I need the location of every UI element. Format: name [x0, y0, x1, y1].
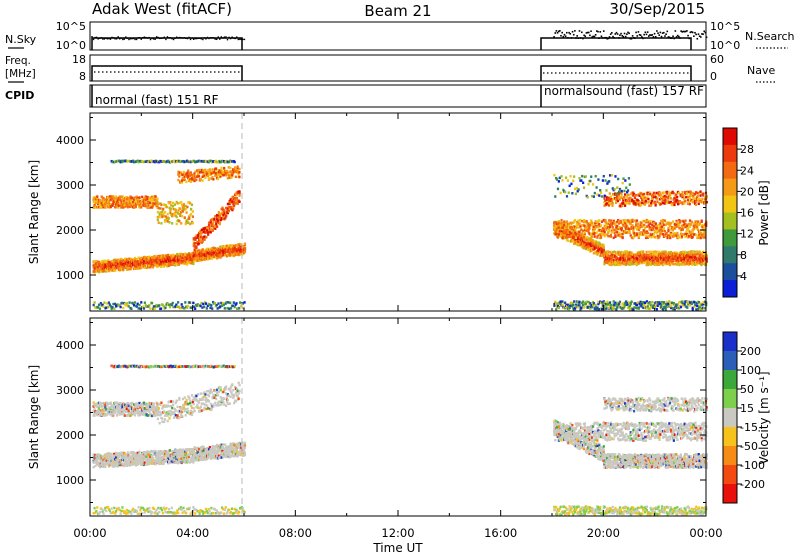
- x-tick-label: 08:00: [279, 526, 312, 540]
- power-axis: 1000 2000 3000 4000: [56, 113, 707, 311]
- nave-tick-top: 60: [710, 53, 724, 66]
- colorbar-tick-label: -100: [740, 459, 765, 472]
- colorbar-tick-label: 20: [740, 185, 754, 198]
- y-tick-label: 4000: [56, 339, 84, 352]
- nsearch-label: N.Search: [745, 30, 795, 43]
- colorbar-tick-label: 12: [740, 228, 754, 241]
- cpid-label: CPID: [5, 89, 34, 102]
- nave-label: Nave: [747, 64, 775, 77]
- colorbar-tick-label: -50: [740, 440, 758, 453]
- colorbar-tick-label: 28: [740, 143, 754, 156]
- velocity-ylabel: Slant Range [km]: [27, 365, 41, 469]
- nave-tick-bottom: 0: [710, 70, 717, 83]
- x-tick-label: 00:00: [689, 526, 722, 540]
- freq-tick-top: 18: [72, 53, 86, 66]
- cpid-strip: CPID normal (fast) 151 RF normalsound (f…: [5, 84, 707, 108]
- colorbar-tick-label: 50: [740, 383, 754, 396]
- colorbar-tick-label: 4: [740, 270, 747, 283]
- colorbar-tick-label: 24: [740, 164, 754, 177]
- colorbar-tick-label: 15: [740, 402, 754, 415]
- noise-tick-bottom-right: 10^0: [710, 39, 740, 52]
- x-tick-label: 12:00: [381, 526, 414, 540]
- colorbar-tick-label: -15: [740, 421, 758, 434]
- x-tick-label: 20:00: [587, 526, 620, 540]
- freq-strip: Freq. [MHz] 18 8 60 0 Nave: [5, 53, 776, 83]
- freq-unit-label: [MHz]: [5, 68, 36, 80]
- noise-strip: N.Sky 10^5 10^0 10^5 10^0 N.Search: [5, 20, 795, 52]
- noise-tick-top-left: 10^5: [56, 20, 86, 33]
- y-tick-label: 2000: [56, 429, 84, 442]
- x-tick-label: 16:00: [484, 526, 517, 540]
- colorbar-tick-label: 16: [740, 207, 754, 220]
- cpid-segment-2: normalsound (fast) 157 RF: [544, 84, 704, 98]
- nsky-label: N.Sky: [5, 33, 37, 46]
- power-ylabel: Slant Range [km]: [27, 160, 41, 264]
- velocity-colorbar-label: Velocity [m s⁻¹]: [757, 371, 771, 464]
- noise-tick-bottom-left: 10^0: [56, 39, 86, 52]
- velocity-colorbar: 200 100 50 15 -15 -50 -100 -200: [722, 331, 765, 504]
- colorbar-tick-label: 8: [740, 249, 747, 262]
- colorbar-tick-label: 100: [740, 364, 761, 377]
- power-colorbar-label: Power [dB]: [757, 180, 771, 245]
- colorbar-tick-label: 200: [740, 345, 761, 358]
- date-title: 30/Sep/2015: [609, 0, 705, 18]
- station-title: Adak West (fitACF): [92, 0, 232, 18]
- noise-search-dots: [91, 30, 708, 41]
- power-panel: 1000 2000 3000 4000 Slant Range [km]: [27, 112, 708, 312]
- beam-title: Beam 21: [364, 2, 431, 20]
- time-axis-label: Time UT: [372, 541, 423, 554]
- noise-tick-top-right: 10^5: [710, 20, 740, 33]
- y-tick-label: 2000: [56, 224, 84, 237]
- freq-tick-bottom: 8: [79, 70, 86, 83]
- y-tick-label: 1000: [56, 474, 84, 487]
- velocity-scatter: [92, 364, 708, 516]
- power-colorbar: 4 8 12 16 20 24 28: [722, 127, 754, 298]
- y-tick-label: 4000: [56, 134, 84, 147]
- y-tick-label: 3000: [56, 384, 84, 397]
- colorbar-tick-label: -200: [740, 478, 765, 491]
- cpid-segment-1: normal (fast) 151 RF: [95, 93, 219, 107]
- velocity-axis: 1000 2000 3000 4000: [56, 318, 707, 516]
- x-tick-label: 04:00: [176, 526, 209, 540]
- y-tick-label: 1000: [56, 269, 84, 282]
- power-scatter: [92, 159, 708, 311]
- velocity-panel: 1000 2000 3000 4000 Slant Range [km]: [27, 317, 708, 517]
- y-tick-label: 3000: [56, 179, 84, 192]
- freq-label: Freq.: [5, 55, 31, 67]
- x-tick-label: 00:00: [73, 526, 106, 540]
- time-axis: 00:00 04:00 08:00 12:00 16:00 20:00 00:00: [73, 526, 722, 540]
